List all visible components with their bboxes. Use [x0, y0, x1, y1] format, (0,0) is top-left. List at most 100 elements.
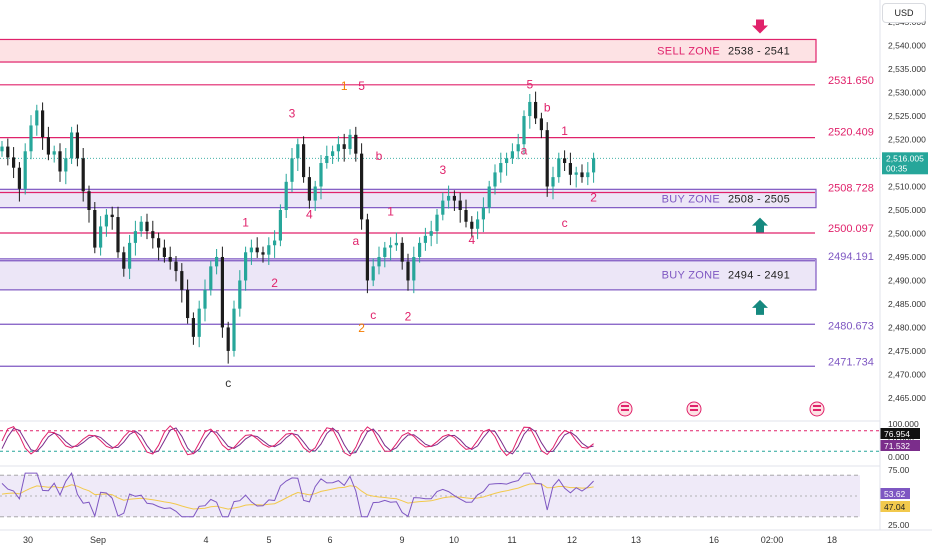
- candle: [400, 237, 404, 270]
- candle-body: [104, 214, 108, 227]
- candle: [244, 246, 248, 291]
- candle-body: [377, 256, 381, 267]
- candle-body: [116, 217, 120, 253]
- candle: [510, 143, 514, 164]
- candle-body: [232, 308, 236, 351]
- candle: [110, 206, 114, 230]
- candle-body: [41, 110, 45, 138]
- wave-label: 3: [289, 106, 296, 120]
- candle-body: [261, 252, 265, 255]
- candle-body: [394, 242, 398, 246]
- candles-layer: [0, 91, 596, 364]
- price-tick: 2,500.000: [888, 228, 926, 238]
- candle-body: [365, 219, 369, 281]
- currency-button[interactable]: USD: [882, 3, 926, 23]
- candle: [348, 129, 352, 155]
- candle-body: [58, 151, 62, 172]
- time-tick: 4: [203, 535, 208, 545]
- candle-body: [296, 144, 300, 159]
- candle: [226, 321, 230, 364]
- candle-body: [87, 191, 91, 210]
- zone-range: 2494 - 2491: [728, 269, 790, 281]
- candle-body: [493, 172, 497, 187]
- candle: [383, 241, 387, 268]
- price-tick: 2,525.000: [888, 111, 926, 121]
- candle: [122, 246, 126, 277]
- candle: [157, 232, 161, 261]
- badge-bg: [882, 152, 928, 175]
- price-tick: 2,485.000: [888, 299, 926, 309]
- candle: [255, 237, 259, 258]
- candle-body: [400, 242, 404, 262]
- candle: [133, 220, 137, 256]
- candle-body: [452, 195, 456, 201]
- candle: [516, 133, 520, 160]
- stoch-d-value: 71.532: [884, 441, 910, 451]
- wave-label: 2: [405, 309, 412, 323]
- candle-body: [557, 158, 561, 178]
- candle: [64, 147, 68, 185]
- candle: [58, 143, 62, 182]
- candle-body: [441, 200, 445, 215]
- candle-body: [273, 240, 277, 246]
- candle: [522, 110, 526, 155]
- zone-name: BUY ZONE: [662, 269, 720, 281]
- candle: [41, 102, 45, 150]
- wave-label: c: [562, 216, 568, 230]
- candle-body: [389, 245, 393, 248]
- candle: [342, 133, 346, 162]
- candle-body: [139, 221, 143, 232]
- candle-body: [46, 137, 50, 155]
- time-tick: 5: [266, 535, 271, 545]
- candle: [99, 216, 103, 256]
- candle-body: [81, 158, 85, 192]
- candle-body: [534, 101, 538, 119]
- candle-body: [99, 226, 103, 248]
- candle: [412, 246, 416, 294]
- candle-body: [435, 214, 439, 232]
- candle: [476, 211, 480, 240]
- zone-range: 2538 - 2541: [728, 46, 790, 58]
- price-tick: 2,465.000: [888, 393, 926, 403]
- event-stripe: [621, 405, 629, 407]
- price-axis: 2,545.0002,540.0002,535.0002,530.0002,52…: [882, 17, 928, 403]
- candle-body: [302, 144, 306, 178]
- candle: [139, 216, 143, 237]
- candle: [70, 126, 74, 164]
- candle-body: [586, 172, 590, 178]
- candle: [551, 166, 555, 200]
- candle: [423, 227, 427, 251]
- candle: [249, 239, 253, 265]
- price-tick: 2,495.000: [888, 252, 926, 262]
- candle: [574, 166, 578, 188]
- stoch-k-badge: 76.954: [880, 428, 920, 439]
- candle-body: [267, 245, 271, 255]
- candle: [435, 209, 439, 244]
- price-tick: 2,510.000: [888, 182, 926, 192]
- candle: [261, 246, 265, 263]
- candle-body: [481, 207, 485, 220]
- candle-body: [122, 252, 126, 269]
- rsi-value-badge: 53.62: [880, 488, 910, 499]
- candle: [23, 143, 27, 195]
- candle: [17, 162, 21, 202]
- candle: [429, 220, 433, 247]
- candle-body: [458, 200, 462, 210]
- candle-body: [244, 252, 248, 281]
- badge-bg: [880, 428, 920, 439]
- wave-label: b: [544, 100, 551, 114]
- candle: [458, 192, 462, 223]
- candle-body: [197, 308, 201, 337]
- candle: [232, 300, 236, 357]
- candle-body: [371, 266, 375, 281]
- candle: [313, 180, 317, 211]
- rsi-value: 53.62: [884, 489, 906, 499]
- candle-body: [319, 163, 323, 187]
- rsi-ma-badge: 47.04: [880, 501, 910, 512]
- level-label: 2508.728: [828, 182, 874, 194]
- candle-body: [128, 242, 132, 269]
- wave-label: 1: [341, 79, 348, 93]
- candle: [331, 145, 335, 164]
- candle-body: [64, 158, 68, 172]
